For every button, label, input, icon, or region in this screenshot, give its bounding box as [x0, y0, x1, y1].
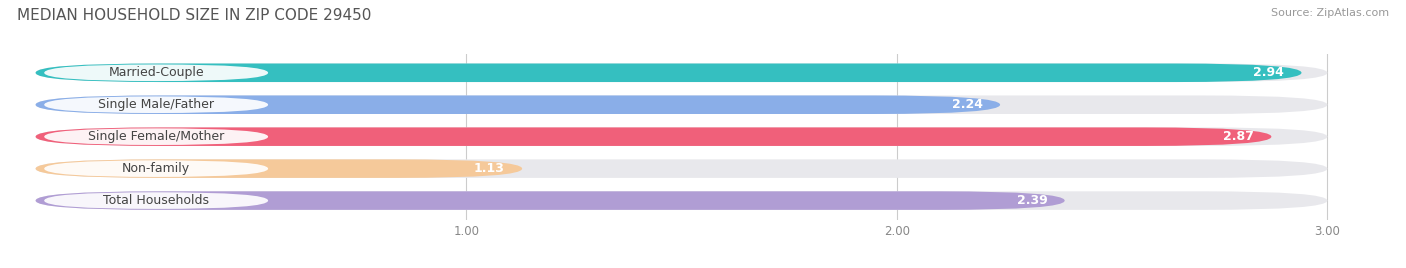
- Text: Total Households: Total Households: [103, 194, 209, 207]
- FancyBboxPatch shape: [35, 64, 1302, 82]
- FancyBboxPatch shape: [35, 95, 1000, 114]
- Text: 2.87: 2.87: [1223, 130, 1254, 143]
- Text: 2.24: 2.24: [952, 98, 983, 111]
- FancyBboxPatch shape: [44, 65, 269, 81]
- FancyBboxPatch shape: [35, 95, 1327, 114]
- Text: MEDIAN HOUSEHOLD SIZE IN ZIP CODE 29450: MEDIAN HOUSEHOLD SIZE IN ZIP CODE 29450: [17, 8, 371, 23]
- Text: Single Female/Mother: Single Female/Mother: [89, 130, 225, 143]
- FancyBboxPatch shape: [35, 159, 522, 178]
- FancyBboxPatch shape: [44, 160, 269, 177]
- FancyBboxPatch shape: [35, 191, 1064, 210]
- FancyBboxPatch shape: [44, 192, 269, 209]
- FancyBboxPatch shape: [35, 127, 1327, 146]
- Text: Source: ZipAtlas.com: Source: ZipAtlas.com: [1271, 8, 1389, 18]
- Text: 2.39: 2.39: [1017, 194, 1047, 207]
- FancyBboxPatch shape: [35, 159, 1327, 178]
- FancyBboxPatch shape: [35, 127, 1271, 146]
- Text: Single Male/Father: Single Male/Father: [98, 98, 214, 111]
- Text: Married-Couple: Married-Couple: [108, 66, 204, 79]
- FancyBboxPatch shape: [44, 96, 269, 113]
- Text: Non-family: Non-family: [122, 162, 190, 175]
- Text: 2.94: 2.94: [1253, 66, 1284, 79]
- FancyBboxPatch shape: [35, 191, 1327, 210]
- Text: 1.13: 1.13: [474, 162, 505, 175]
- FancyBboxPatch shape: [44, 128, 269, 145]
- FancyBboxPatch shape: [35, 64, 1327, 82]
